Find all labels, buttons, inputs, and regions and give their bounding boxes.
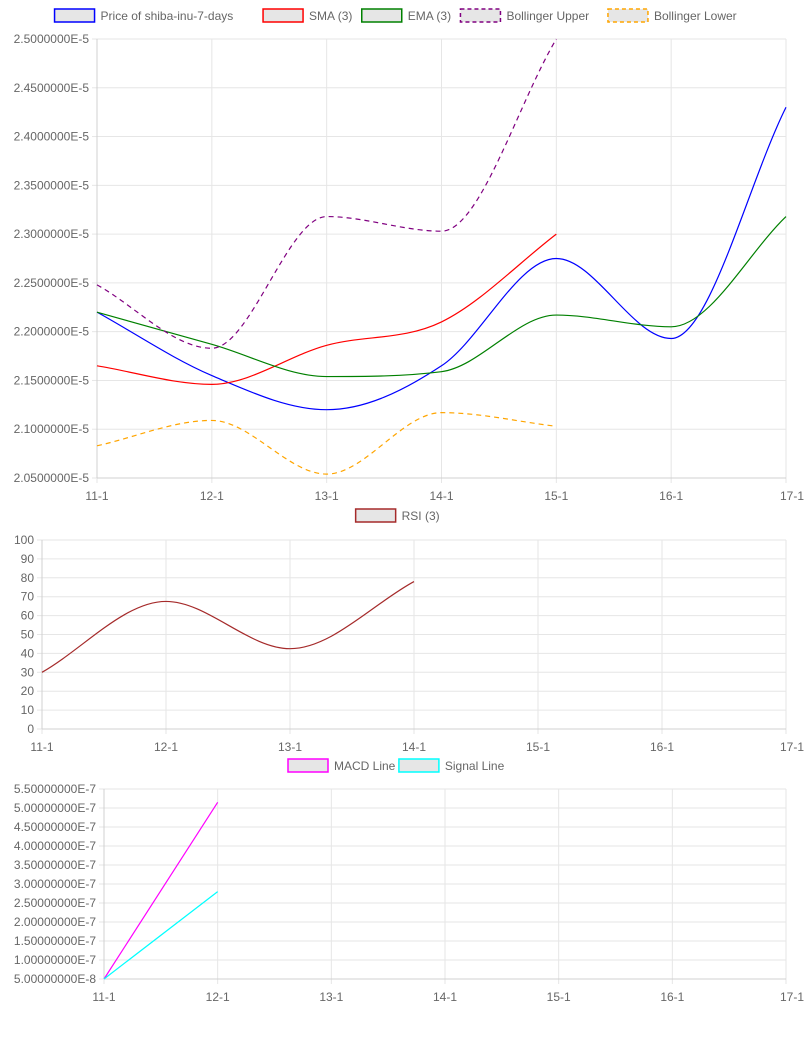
y-tick-label: 2.00000000E-7 — [14, 915, 96, 929]
chart-3: MACD Line Signal Line 5.50000000E-7 5.00000… — [14, 758, 804, 1004]
x-tick-label: 12-1 — [200, 489, 224, 503]
legend-label: Signal Line — [445, 759, 505, 773]
y-tick-label: 2.3500000E-5 — [14, 178, 90, 192]
series-line-signal-line — [103, 891, 219, 980]
y-tick-label: 3.00000000E-7 — [14, 877, 96, 891]
legend-label: MACD Line — [334, 759, 396, 773]
legend-swatch — [459, 8, 502, 23]
y-tick-label: 5.00000000E-8 — [14, 972, 96, 986]
legend-swatch — [262, 8, 304, 23]
y-tick-label: 2.5000000E-5 — [14, 32, 90, 46]
x-tick-label: 16-1 — [660, 990, 684, 1004]
y-tick-label: 2.4000000E-5 — [14, 130, 90, 144]
x-tick-label: 12-1 — [154, 740, 178, 754]
y-tick-label: 2.4500000E-5 — [14, 81, 90, 95]
y-tick-label: 10 — [21, 703, 35, 717]
x-tick-label: 16-1 — [659, 489, 683, 503]
x-tick-label: 13-1 — [278, 740, 302, 754]
x-tick-label: 13-1 — [319, 990, 343, 1004]
y-tick-label: 40 — [21, 646, 35, 660]
x-tick-label: 14-1 — [429, 489, 453, 503]
y-tick-label: 2.50000000E-7 — [14, 896, 96, 910]
legend-swatch — [361, 8, 403, 23]
y-tick-label: 5.50000000E-7 — [14, 782, 96, 796]
series-line-rsi-3 — [41, 581, 415, 673]
x-tick-label: 15-1 — [544, 489, 568, 503]
legend-label: EMA (3) — [408, 9, 451, 23]
series-line-bollinger-lower — [96, 412, 557, 475]
y-tick-label: 90 — [21, 552, 35, 566]
legend-swatch — [354, 508, 397, 523]
x-tick-label: 14-1 — [433, 990, 457, 1004]
y-tick-label: 2.1000000E-5 — [14, 422, 90, 436]
y-tick-label: 0 — [27, 722, 34, 736]
y-tick-label: 4.50000000E-7 — [14, 820, 96, 834]
x-tick-label: 11-1 — [30, 740, 53, 754]
legend-label: Price of shiba-inu-7-days — [101, 9, 234, 23]
y-tick-label: 70 — [21, 590, 35, 604]
x-tick-label: 12-1 — [206, 990, 230, 1004]
chart-1: Price of shiba-inu-7-days SMA (3) EMA (3) B… — [14, 8, 804, 503]
x-tick-label: 13-1 — [315, 489, 339, 503]
series-line-ema-3 — [96, 216, 787, 378]
series-line-price-of-shiba-inu-7-days — [96, 107, 787, 411]
x-tick-label: 15-1 — [547, 990, 571, 1004]
y-tick-label: 1.50000000E-7 — [14, 934, 96, 948]
y-tick-label: 20 — [21, 684, 35, 698]
y-tick-label: 2.3000000E-5 — [14, 227, 90, 241]
legend-swatch — [398, 758, 440, 773]
x-tick-label: 16-1 — [650, 740, 674, 754]
y-tick-label: 80 — [21, 571, 35, 585]
y-tick-label: 4.00000000E-7 — [14, 839, 96, 853]
series-line-macd-line — [103, 801, 219, 980]
legend-label: RSI (3) — [402, 509, 440, 523]
y-tick-label: 1.00000000E-7 — [14, 953, 96, 967]
legend-swatch — [287, 758, 329, 773]
y-tick-label: 30 — [21, 665, 35, 679]
x-tick-label: 15-1 — [526, 740, 550, 754]
legend-label: Bollinger Lower — [654, 9, 737, 23]
x-tick-label: 11-1 — [92, 990, 115, 1004]
x-tick-label: 17-1 — [780, 990, 804, 1004]
y-tick-label: 100 — [14, 533, 34, 547]
series-line-sma-3 — [96, 233, 557, 385]
x-tick-label: 17-1 — [780, 489, 804, 503]
y-tick-label: 3.50000000E-7 — [14, 858, 96, 872]
y-tick-label: 60 — [21, 609, 35, 623]
legend-label: SMA (3) — [309, 9, 352, 23]
legend-label: Bollinger Upper — [506, 9, 589, 23]
y-tick-label: 2.0500000E-5 — [14, 471, 90, 485]
x-tick-label: 11-1 — [85, 489, 108, 503]
y-tick-label: 5.00000000E-7 — [14, 801, 96, 815]
y-tick-label: 2.2500000E-5 — [14, 276, 90, 290]
y-tick-label: 2.2000000E-5 — [14, 325, 90, 339]
y-tick-label: 2.1500000E-5 — [14, 373, 90, 387]
legend-swatch — [607, 8, 649, 23]
y-tick-label: 50 — [21, 628, 35, 642]
x-tick-label: 17-1 — [780, 740, 804, 754]
x-tick-label: 14-1 — [402, 740, 426, 754]
legend-swatch — [53, 8, 96, 23]
